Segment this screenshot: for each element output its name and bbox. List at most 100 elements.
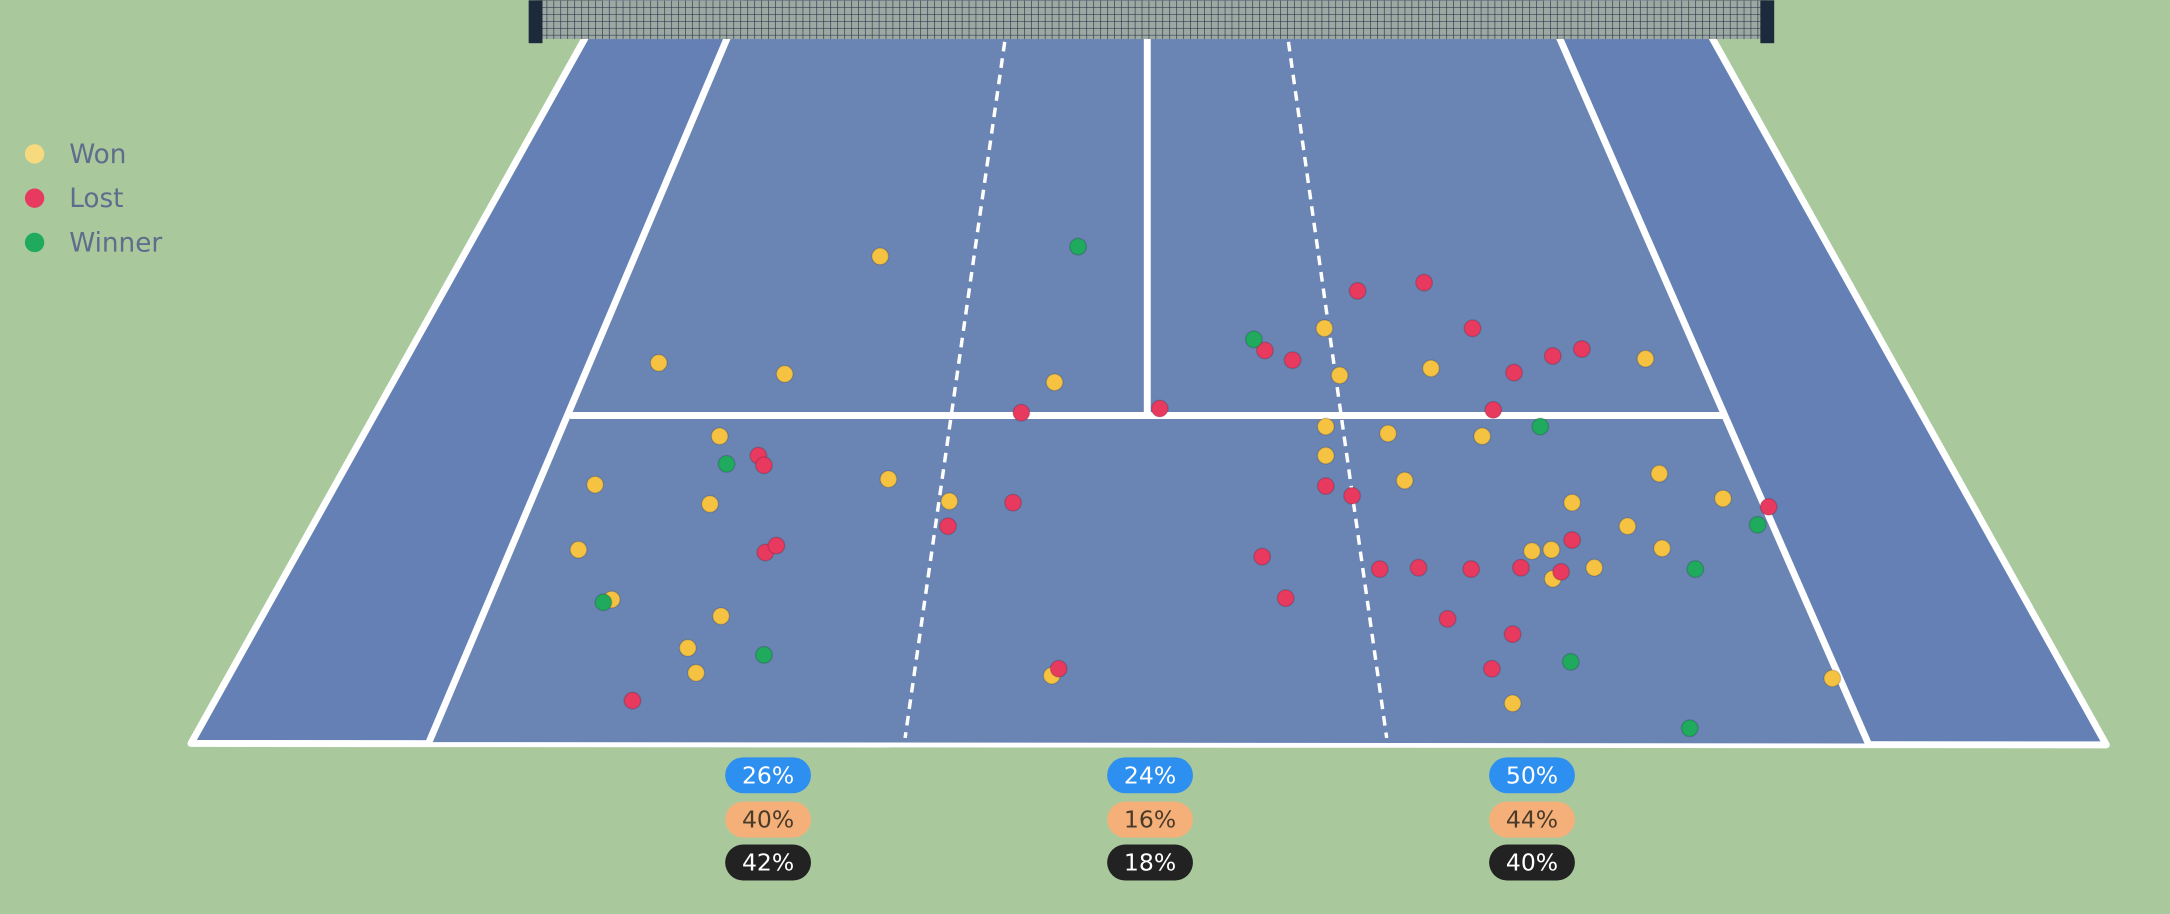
- shot-won: [569, 540, 588, 559]
- stat-pill: [725, 801, 811, 838]
- stat-pill: [1489, 801, 1575, 838]
- shot-won: [649, 353, 668, 372]
- shot-won: [1542, 540, 1561, 559]
- net-post: [1760, 0, 1775, 44]
- shot-winner: [1244, 330, 1263, 349]
- shot-lost: [1759, 497, 1778, 516]
- shot-won: [879, 470, 898, 489]
- shot-lost: [1370, 560, 1389, 579]
- net: [535, 0, 1768, 40]
- net-post: [528, 0, 543, 44]
- shot-lost: [1463, 319, 1482, 338]
- shot-lost: [1543, 346, 1562, 365]
- shot-won: [1315, 319, 1334, 338]
- shot-lost: [1462, 560, 1481, 579]
- zone-stats: 26% 40% 42% 24% 16% 18% 50% 44% 40%: [725, 757, 1575, 881]
- shot-won: [687, 663, 706, 682]
- shot-lost: [1253, 547, 1272, 566]
- shot-won: [586, 475, 605, 494]
- stat-pill: [725, 844, 811, 881]
- stat-value: 42%: [742, 848, 794, 876]
- legend-swatch: [24, 232, 45, 253]
- stat-value: 26%: [742, 761, 794, 789]
- zone-divider: [1286, 41, 1389, 739]
- shot-winner: [1561, 652, 1580, 671]
- shot-lost: [1505, 363, 1524, 382]
- stat-value: 50%: [1506, 761, 1558, 789]
- stat-pill: [1489, 757, 1575, 794]
- shot-won: [1713, 489, 1732, 508]
- shot-lost: [1484, 400, 1503, 419]
- shot-won: [1585, 558, 1604, 577]
- shot-lost: [1283, 351, 1302, 370]
- singles-line: [425, 0, 747, 744]
- shot-won: [1045, 373, 1064, 392]
- shots: [569, 237, 1842, 738]
- stat-pill: [1107, 801, 1193, 838]
- shot-lost: [1316, 477, 1335, 496]
- stat-pill: [1107, 757, 1193, 794]
- shot-winner: [754, 645, 773, 664]
- shot-won: [710, 427, 729, 446]
- shot-lost: [767, 536, 786, 555]
- stat-pill: [725, 757, 811, 794]
- legend-swatch: [24, 188, 45, 208]
- shot-won: [1523, 542, 1542, 561]
- shot-won: [1330, 366, 1349, 385]
- shot-lost: [1012, 403, 1031, 422]
- shot-winner: [717, 454, 736, 473]
- shot-won: [871, 247, 890, 266]
- shot-won: [1379, 424, 1398, 443]
- shot-lost: [1255, 341, 1274, 360]
- legend-label: Won: [69, 140, 126, 170]
- shot-lost: [1572, 340, 1591, 359]
- shot-lost: [1004, 493, 1023, 512]
- stat-value: 18%: [1124, 848, 1176, 876]
- shot-won: [775, 364, 794, 383]
- shot-won: [1316, 417, 1335, 436]
- shot-won: [712, 607, 731, 626]
- shot-won: [1618, 517, 1637, 536]
- shot-winner: [1680, 719, 1699, 738]
- stat-pill: [1489, 844, 1575, 881]
- stat-value: 40%: [1506, 848, 1558, 876]
- shot-won: [1653, 539, 1672, 558]
- zone-divider: [903, 41, 1007, 739]
- shot-lost: [1511, 558, 1530, 577]
- stat-value: 24%: [1124, 761, 1176, 789]
- shot-won: [1823, 669, 1842, 688]
- shot-winner: [1686, 560, 1705, 579]
- shot-lost: [938, 517, 957, 536]
- shot-lost: [1409, 558, 1428, 577]
- shot-lost: [1552, 562, 1571, 581]
- shot-winner: [1069, 237, 1088, 256]
- shot-won: [700, 495, 719, 514]
- legend-swatch: [24, 144, 45, 164]
- shot-lost: [1150, 399, 1169, 418]
- legend-label: Winner: [69, 228, 162, 258]
- shot-won: [1421, 359, 1440, 378]
- shot-lost: [1563, 531, 1582, 550]
- shot-lost: [1503, 625, 1522, 644]
- stat-value: 16%: [1124, 806, 1176, 834]
- shot-winner: [594, 593, 613, 612]
- shot-won: [1473, 427, 1492, 446]
- shot-lost: [1348, 281, 1367, 300]
- shot-lost: [1343, 486, 1362, 505]
- singles-line: [1539, 0, 1872, 745]
- stat-pill: [1107, 844, 1193, 881]
- shot-won: [940, 492, 959, 511]
- shot-winner: [1531, 417, 1550, 436]
- shot-lost: [1276, 589, 1295, 608]
- shot-won: [1650, 464, 1669, 483]
- shot-winner: [1748, 515, 1767, 534]
- stat-value: 40%: [742, 806, 794, 834]
- shot-lost: [1482, 659, 1501, 678]
- shot-lost: [1415, 273, 1434, 292]
- shot-lost: [754, 456, 773, 475]
- shot-lost: [1049, 659, 1068, 678]
- shot-won: [678, 638, 697, 657]
- shot-won: [1395, 471, 1414, 490]
- shot-lost: [1438, 609, 1457, 628]
